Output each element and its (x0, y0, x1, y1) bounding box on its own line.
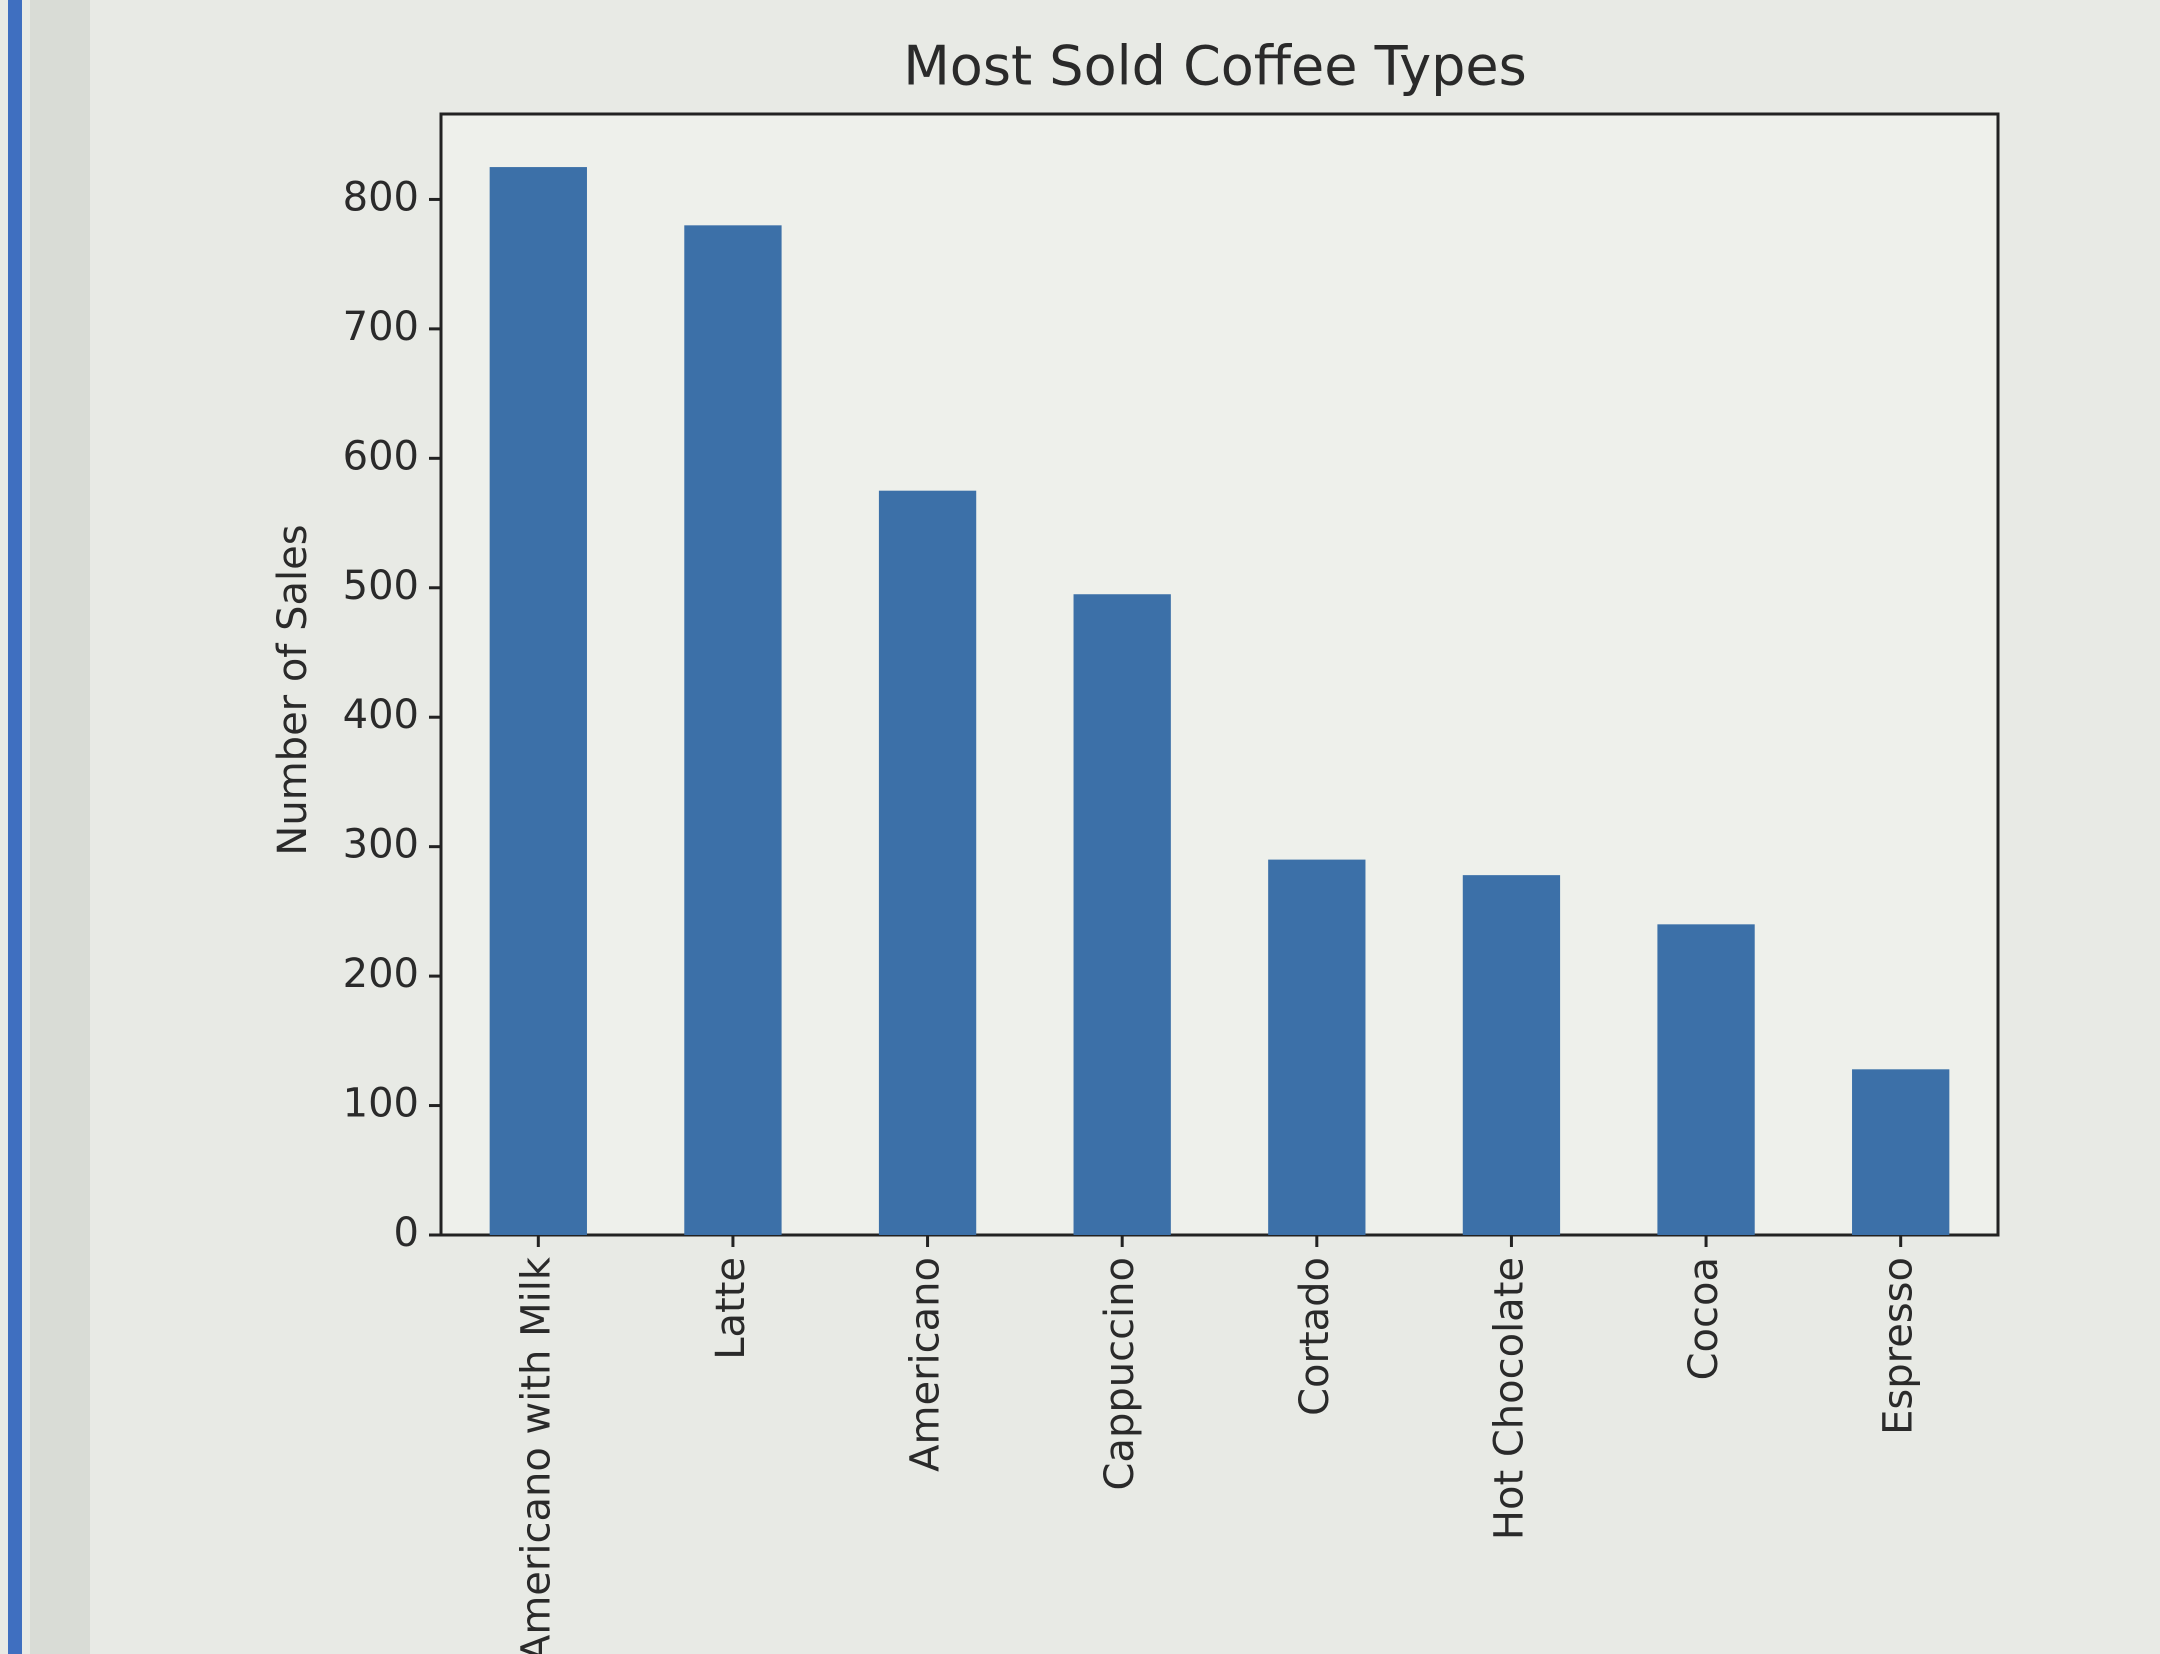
chart-title: Most Sold Coffee Types (903, 35, 1527, 98)
y-tick-label: 700 (343, 304, 419, 350)
y-tick-label: 300 (343, 822, 419, 868)
x-tick-label: Espresso (1876, 1257, 1922, 1435)
y-tick-label: 200 (343, 951, 419, 997)
x-tick-label: Hot Chocolate (1486, 1257, 1532, 1540)
y-tick-label: 0 (394, 1210, 419, 1256)
y-tick-label: 800 (343, 174, 419, 220)
side-stripe (8, 0, 22, 1654)
y-tick-label: 600 (343, 433, 419, 479)
bar (1657, 924, 1755, 1235)
bar (1268, 859, 1366, 1235)
bar (878, 490, 977, 1235)
plot-area (439, 112, 2000, 1237)
x-tick-label: Cocoa (1681, 1257, 1727, 1380)
bar (489, 167, 587, 1235)
x-tick-label: Cappuccino (1097, 1257, 1143, 1491)
bar (1852, 1069, 1950, 1235)
side-panel (30, 0, 90, 1654)
bar (1462, 875, 1561, 1235)
x-tick-label: Cortado (1292, 1257, 1338, 1416)
bar (1073, 594, 1171, 1235)
y-tick-label: 100 (343, 1081, 419, 1127)
x-tick-label: Americano with Milk (513, 1256, 559, 1654)
y-tick-label: 400 (343, 692, 419, 738)
x-tick-label: Latte (708, 1257, 754, 1360)
x-tick-label: Americano (903, 1257, 949, 1472)
y-tick-label: 500 (343, 563, 419, 609)
y-axis-label: Number of Sales (270, 524, 316, 855)
bar (684, 225, 782, 1236)
